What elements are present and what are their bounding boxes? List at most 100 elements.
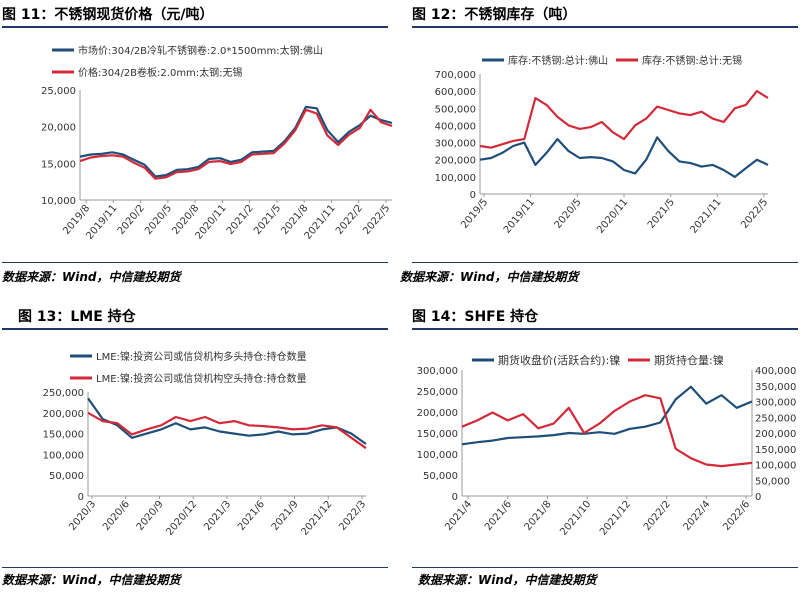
y-tick-label: 25,000 bbox=[41, 86, 76, 97]
x-tick-label: 2022/5 bbox=[361, 203, 392, 237]
x-tick-label: 2020/6 bbox=[101, 499, 132, 533]
chart-panel-12: 图 12：不锈钢库存（吨） 0 100,000 200,000 300,000 400,… bbox=[400, 0, 800, 295]
series-line bbox=[461, 385, 753, 446]
y2-tick-label: 250,000 bbox=[755, 413, 796, 424]
y-tick-label: 200,000 bbox=[435, 156, 476, 167]
x-tick-label: 2022/2 bbox=[334, 203, 365, 237]
panel-title-rule bbox=[412, 26, 798, 28]
chart-panel-13: 图 13：LME 持仓 0 50,000 100,000 150,000 200,000… bbox=[0, 296, 400, 592]
x-tick-label: 2021/5 bbox=[646, 197, 677, 231]
series-line bbox=[87, 411, 367, 450]
x-tick-label: 2022/3 bbox=[337, 499, 368, 533]
stainless-price-chart: 10,00015,00020,00025,0002019/82019/11202… bbox=[41, 44, 393, 242]
x-tick-label: 2022/6 bbox=[721, 499, 752, 533]
chart-panel-14: 图 14：SHFE 持仓 0 50,000 100,000 150,000 200,00… bbox=[400, 296, 800, 592]
x-tick-label: 2022/2 bbox=[642, 499, 673, 533]
y-tick-label: 400,000 bbox=[435, 121, 476, 132]
panel-title-rule bbox=[2, 328, 388, 330]
y-tick-label: 100,000 bbox=[43, 450, 84, 461]
x-tick-label: 2022/5 bbox=[739, 197, 770, 231]
legend-label: 库存:不锈钢:总计:无锡 bbox=[642, 54, 742, 67]
y-tick-label: 50,000 bbox=[49, 471, 84, 482]
legend-label: 库存:不锈钢:总计:佛山 bbox=[508, 54, 608, 67]
y2-tick-label: 350,000 bbox=[755, 382, 796, 393]
y2-tick-label: 0 bbox=[755, 492, 761, 503]
y-tick-label: 0 bbox=[452, 492, 458, 503]
panel-title-rule bbox=[412, 328, 798, 330]
y-tick-label: 250,000 bbox=[417, 387, 458, 398]
x-tick-label: 2022/4 bbox=[682, 499, 713, 533]
y-tick-label: 300,000 bbox=[417, 366, 458, 377]
panel-title: 图 13：LME 持仓 bbox=[18, 309, 136, 325]
y-tick-label: 0 bbox=[78, 492, 84, 503]
series-line bbox=[87, 397, 367, 445]
x-tick-label: 2021/12 bbox=[598, 499, 633, 538]
y2-tick-label: 400,000 bbox=[755, 366, 796, 377]
y-tick-label: 20,000 bbox=[41, 123, 76, 134]
source-note: 数据来源：Wind，中信建投期货 bbox=[418, 573, 597, 587]
x-tick-label: 2020/9 bbox=[135, 499, 166, 533]
panel-bottom-rule bbox=[2, 262, 388, 263]
x-tick-label: 2020/5 bbox=[143, 203, 174, 237]
x-tick-label: 2021/3 bbox=[202, 499, 233, 533]
x-tick-label: 2021/6 bbox=[236, 499, 267, 533]
legend-label: LME:镍:投资公司或信贷机构空头持仓:持仓数量 bbox=[96, 372, 307, 385]
legend-label: 期货持仓量:镍 bbox=[654, 353, 724, 367]
x-tick-label: 2020/2 bbox=[116, 203, 147, 237]
source-note: 数据来源：Wind，中信建投期货 bbox=[2, 573, 181, 587]
x-tick-label: 2021/8 bbox=[523, 499, 554, 533]
y-tick-label: 150,000 bbox=[43, 430, 84, 441]
legend-label: 市场价:304/2B冷轧不锈钢卷:2.0*1500mm:太钢:佛山 bbox=[78, 44, 323, 57]
x-tick-label: 2019/5 bbox=[459, 197, 490, 231]
legend-label: LME:镍:投资公司或信贷机构多头持仓:持仓数量 bbox=[96, 350, 307, 363]
y-tick-label: 100,000 bbox=[417, 450, 458, 461]
panel-title: 图 12：不锈钢库存（吨） bbox=[412, 7, 577, 23]
y2-tick-label: 100,000 bbox=[755, 461, 796, 472]
y-tick-label: 300,000 bbox=[435, 139, 476, 150]
x-tick-label: 2021/12 bbox=[299, 499, 334, 538]
y-tick-label: 500,000 bbox=[435, 104, 476, 115]
y-tick-label: 250,000 bbox=[43, 388, 84, 399]
panel-bottom-rule bbox=[412, 567, 798, 568]
x-tick-label: 2020/11 bbox=[595, 197, 630, 236]
x-tick-label: 2021/2 bbox=[225, 203, 256, 237]
panel-title-rule bbox=[2, 26, 388, 28]
y2-tick-label: 300,000 bbox=[755, 398, 796, 409]
x-tick-label: 2021/5 bbox=[252, 203, 283, 237]
y-tick-label: 200,000 bbox=[417, 408, 458, 419]
y-tick-label: 0 bbox=[470, 190, 476, 201]
panel-title: 图 14：SHFE 持仓 bbox=[412, 309, 539, 325]
y2-tick-label: 150,000 bbox=[755, 445, 796, 456]
stainless-inventory-chart: 0 100,000 200,000 300,000 400,000 500,000 600,… bbox=[435, 54, 771, 236]
y-tick-label: 600,000 bbox=[435, 87, 476, 98]
panel-title: 图 11：不锈钢现货价格（元/吨） bbox=[2, 7, 214, 23]
source-note: 数据来源：Wind，中信建投期货 bbox=[2, 270, 181, 284]
y-tick-label: 10,000 bbox=[41, 196, 76, 207]
legend-label: 价格:304/2B卷板:2.0mm:太钢:无锡 bbox=[78, 66, 243, 79]
x-tick-label: 2020/12 bbox=[164, 499, 199, 538]
y-tick-label: 15,000 bbox=[41, 159, 76, 170]
panel-bottom-rule bbox=[412, 262, 798, 263]
x-tick-label: 2021/11 bbox=[688, 197, 723, 236]
series-line bbox=[479, 89, 769, 149]
y2-tick-label: 50,000 bbox=[755, 476, 790, 487]
panel-bottom-rule bbox=[2, 567, 388, 568]
lme-position-chart: 0 50,000 100,000 150,000 200,000 250,000 2020/… bbox=[43, 350, 369, 538]
x-tick-label: 2020/3 bbox=[67, 499, 98, 533]
x-tick-label: 2021/6 bbox=[483, 499, 514, 533]
series-line bbox=[79, 108, 393, 180]
y-tick-label: 50,000 bbox=[423, 471, 458, 482]
x-tick-label: 2021/10 bbox=[558, 499, 593, 538]
series-line bbox=[479, 136, 769, 178]
x-tick-label: 2021/9 bbox=[270, 499, 301, 533]
x-tick-label: 2020/5 bbox=[553, 197, 584, 231]
legend-label: 期货收盘价(活跃合约):镍 bbox=[498, 353, 620, 367]
series-line bbox=[79, 105, 393, 178]
x-tick-label: 2019/11 bbox=[502, 197, 537, 236]
x-tick-label: 2021/4 bbox=[443, 499, 474, 533]
shfe-position-chart: 0 50,000 100,000 150,000 200,000 250,000 300,0… bbox=[417, 353, 797, 538]
source-note: 数据来源：Wind，中信建投期货 bbox=[400, 270, 579, 284]
series-line bbox=[461, 394, 753, 468]
y-tick-label: 100,000 bbox=[435, 173, 476, 184]
chart-panel-11: 图 11：不锈钢现货价格（元/吨） 10,000 15,000 20,000 25,0… bbox=[0, 0, 400, 295]
